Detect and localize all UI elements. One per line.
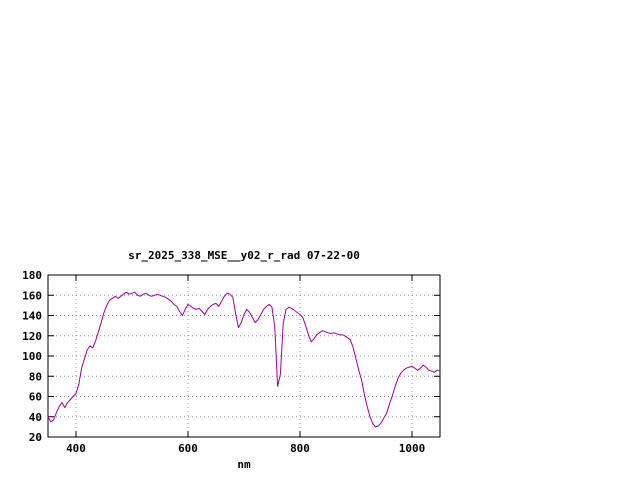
y-tick-label: 80 xyxy=(29,370,42,383)
x-axis-label: nm xyxy=(237,458,251,471)
x-tick-label: 600 xyxy=(178,442,198,455)
y-tick-label: 20 xyxy=(29,431,42,444)
x-tick-label: 1000 xyxy=(399,442,426,455)
y-tick-label: 180 xyxy=(22,269,42,282)
x-tick-label: 400 xyxy=(66,442,86,455)
y-tick-label: 100 xyxy=(22,350,42,363)
chart-title: sr_2025_338_MSE__y02_r_rad 07-22-00 xyxy=(128,249,360,262)
y-tick-label: 40 xyxy=(29,411,42,424)
y-tick-label: 140 xyxy=(22,310,42,323)
y-tick-label: 160 xyxy=(22,289,42,302)
y-tick-label: 60 xyxy=(29,391,42,404)
y-tick-label: 120 xyxy=(22,330,42,343)
x-tick-label: 800 xyxy=(290,442,310,455)
series-line xyxy=(47,291,441,428)
